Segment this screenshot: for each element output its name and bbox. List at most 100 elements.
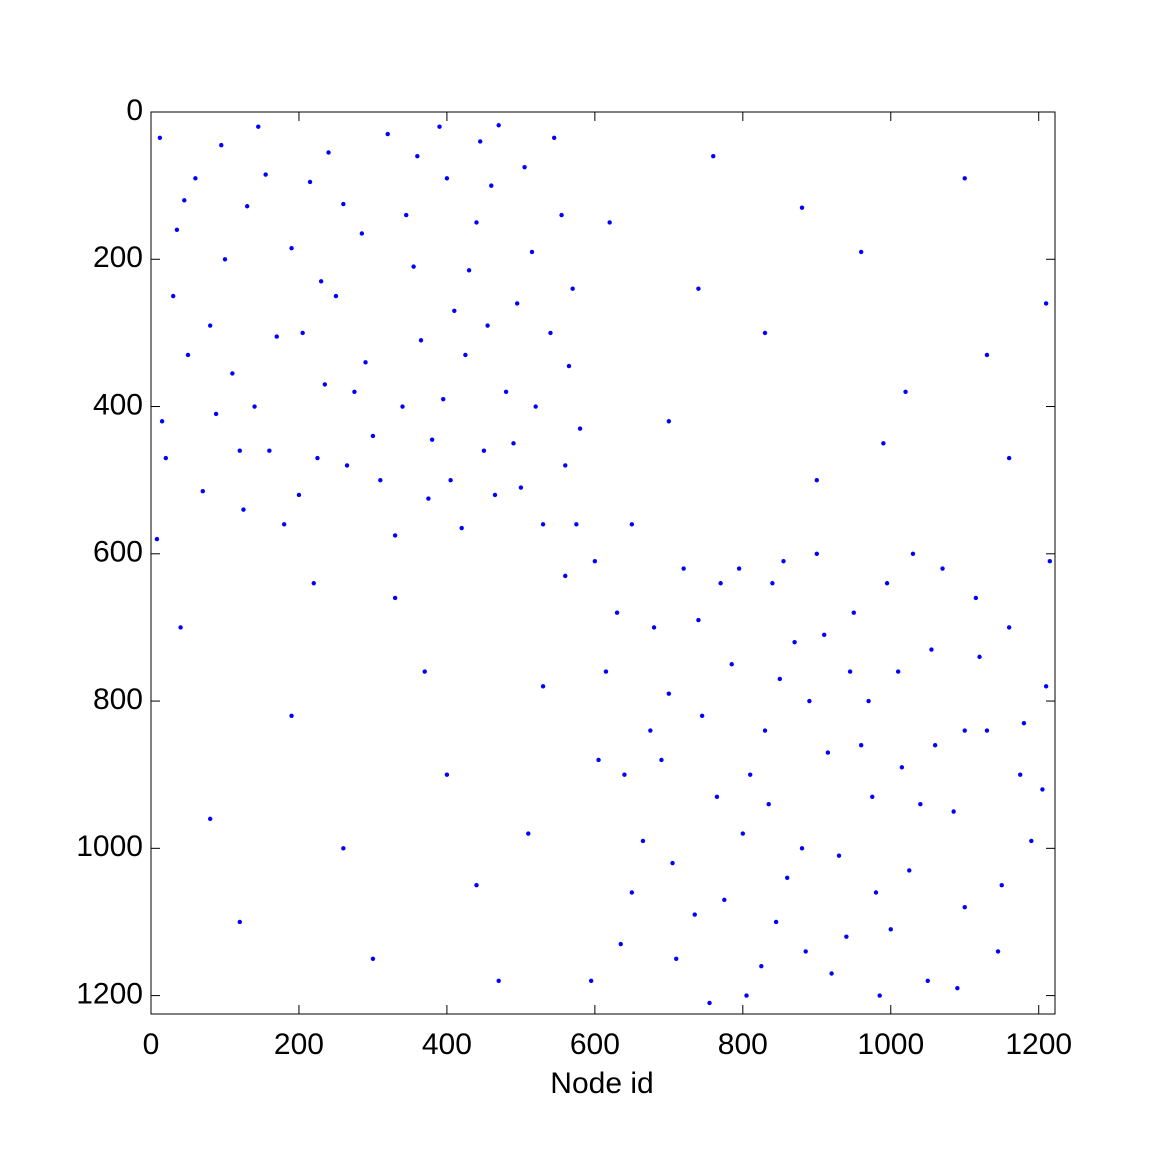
nonzero-entry bbox=[736, 566, 742, 571]
nonzero-entry bbox=[437, 124, 442, 129]
nonzero-entry bbox=[692, 912, 697, 917]
nonzero-entry bbox=[588, 978, 594, 984]
nonzero-entry bbox=[563, 573, 568, 579]
nonzero-entry bbox=[481, 448, 487, 453]
nonzero-entry bbox=[977, 654, 982, 660]
nonzero-entry bbox=[648, 728, 653, 733]
nonzero-entry bbox=[429, 437, 435, 442]
nonzero-entry bbox=[300, 330, 305, 336]
nonzero-entry bbox=[496, 123, 501, 128]
nonzero-entry bbox=[452, 308, 457, 314]
nonzero-entry bbox=[263, 172, 268, 177]
y-tick-label: 200 bbox=[93, 241, 143, 274]
nonzero-entry bbox=[670, 860, 675, 866]
nonzero-entry bbox=[185, 352, 191, 358]
nonzero-entry bbox=[441, 396, 446, 402]
nonzero-entry bbox=[659, 757, 664, 763]
nonzero-entry bbox=[870, 794, 875, 799]
nonzero-entry bbox=[888, 927, 893, 932]
nonzero-entry bbox=[322, 382, 328, 387]
nonzero-entry bbox=[426, 496, 431, 501]
nonzero-entry bbox=[496, 978, 501, 984]
nonzero-entry bbox=[252, 404, 257, 409]
nonzero-entry bbox=[281, 522, 287, 527]
nonzero-entry bbox=[392, 533, 398, 538]
nonzero-entry bbox=[213, 411, 219, 417]
nonzero-entry bbox=[540, 522, 546, 527]
nonzero-entry bbox=[707, 1000, 712, 1006]
nonzero-entry bbox=[511, 441, 516, 446]
nonzero-entry bbox=[174, 227, 180, 233]
nonzero-entry bbox=[518, 485, 524, 490]
nonzero-entry bbox=[696, 617, 701, 623]
nonzero-entry bbox=[474, 220, 479, 225]
nonzero-entry bbox=[651, 625, 657, 630]
nonzero-entry bbox=[762, 728, 768, 733]
nonzero-entry bbox=[858, 743, 864, 748]
nonzero-entry bbox=[370, 956, 376, 961]
nonzero-entry bbox=[533, 404, 538, 409]
nonzero-entry bbox=[574, 522, 579, 527]
y-tick-label: 600 bbox=[93, 536, 143, 569]
nonzero-entry bbox=[444, 772, 450, 777]
nonzero-entry bbox=[444, 176, 450, 181]
nonzero-entry bbox=[803, 949, 808, 954]
nonzero-entry bbox=[881, 441, 886, 446]
nonzero-entry bbox=[207, 816, 213, 822]
y-tick-label: 1200 bbox=[76, 978, 143, 1011]
nonzero-entry bbox=[903, 389, 908, 395]
nonzero-entry bbox=[237, 919, 242, 925]
nonzero-entry bbox=[485, 323, 490, 328]
nonzero-entry bbox=[163, 455, 168, 461]
nonzero-entry bbox=[777, 676, 783, 682]
nonzero-entry bbox=[182, 198, 187, 203]
nonzero-entry bbox=[154, 536, 160, 542]
nonzero-entry bbox=[551, 135, 557, 140]
nonzero-entry bbox=[729, 662, 734, 667]
nonzero-entry bbox=[411, 264, 416, 269]
nonzero-entry bbox=[895, 669, 901, 674]
nonzero-entry bbox=[378, 477, 383, 483]
y-tick-label: 0 bbox=[126, 94, 143, 127]
nonzero-entry bbox=[267, 448, 272, 453]
nonzero-entry bbox=[877, 993, 882, 998]
nonzero-entry bbox=[540, 684, 546, 689]
nonzero-entry bbox=[570, 286, 575, 291]
nonzero-entry bbox=[563, 463, 568, 468]
nonzero-entry bbox=[157, 135, 163, 140]
nonzero-entry bbox=[392, 595, 398, 601]
nonzero-entry bbox=[178, 625, 183, 630]
nonzero-entry bbox=[1006, 455, 1012, 461]
x-tick-label: 1000 bbox=[857, 1028, 924, 1061]
nonzero-entry bbox=[333, 293, 339, 299]
y-tick-label: 1000 bbox=[76, 830, 143, 863]
nonzero-entry bbox=[603, 669, 609, 674]
nonzero-entry bbox=[873, 890, 879, 895]
nonzero-entry bbox=[222, 257, 228, 262]
nonzero-entry bbox=[955, 986, 960, 991]
nonzero-entry bbox=[400, 404, 405, 409]
nonzero-entry bbox=[1043, 301, 1049, 306]
nonzero-entry bbox=[548, 330, 553, 336]
nonzero-entry bbox=[274, 334, 279, 339]
nonzero-entry bbox=[829, 971, 834, 976]
nonzero-entry bbox=[422, 669, 427, 674]
plot-frame bbox=[150, 111, 1056, 1015]
nonzero-entry bbox=[740, 831, 746, 836]
nonzero-entry bbox=[1043, 684, 1049, 689]
x-tick-label: 600 bbox=[570, 1028, 620, 1061]
nonzero-entry bbox=[792, 639, 797, 645]
nonzero-entry bbox=[614, 610, 620, 615]
nonzero-entry bbox=[722, 897, 727, 903]
nonzero-entry bbox=[821, 632, 827, 637]
nonzero-entry bbox=[296, 492, 302, 498]
nonzero-entry bbox=[404, 212, 409, 218]
nonzero-entry bbox=[474, 882, 479, 888]
nonzero-entry bbox=[984, 352, 990, 358]
nonzero-entry bbox=[884, 581, 890, 586]
nonzero-entry bbox=[307, 179, 313, 185]
nonzero-entry bbox=[699, 713, 705, 718]
nonzero-entry bbox=[315, 455, 320, 461]
nonzero-entry bbox=[311, 581, 316, 586]
